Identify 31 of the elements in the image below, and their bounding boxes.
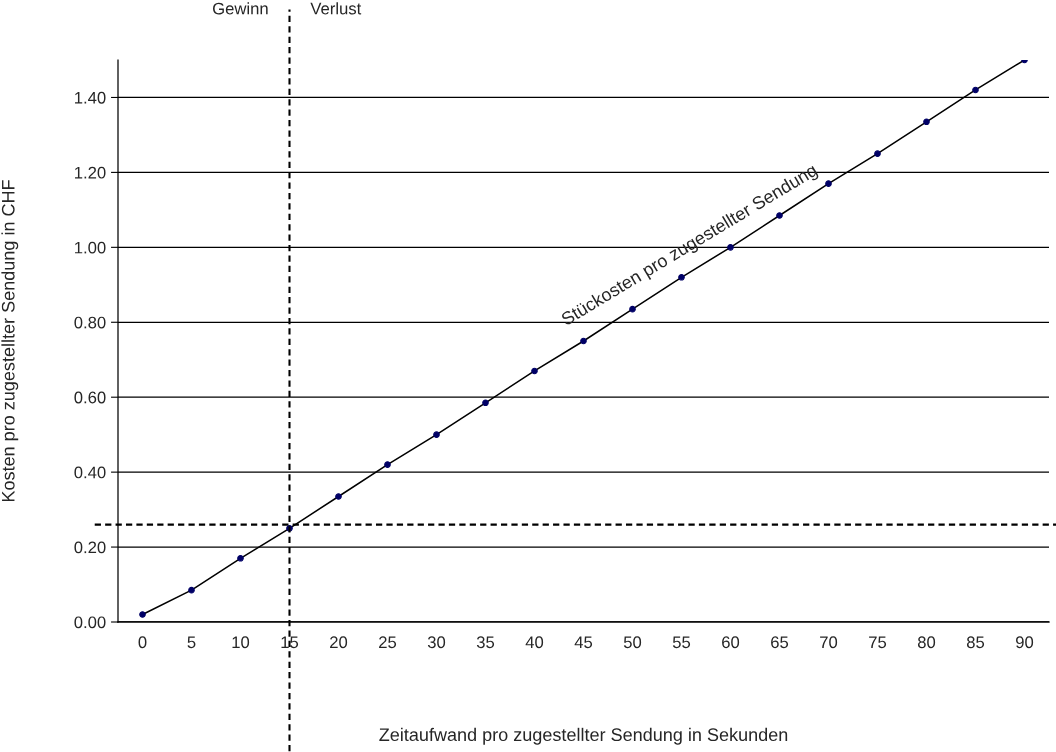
x-tick-label: 60 [722, 636, 740, 649]
x-tick-label: 50 [623, 636, 642, 649]
y-tick-label: 0.40 [74, 466, 106, 479]
x-tick-label: 20 [330, 636, 348, 649]
x-tick-label: 10 [232, 636, 250, 649]
x-tick-label: 35 [476, 636, 495, 649]
text: Verlust [310, 2, 362, 15]
x-tick-label: 70 [820, 636, 838, 649]
x-axis-title: Zeitaufwand pro zugestellter Sendung in Sekunden [379, 727, 788, 745]
x-tick-label: 5 [187, 636, 196, 649]
x-tick-label: 85 [966, 636, 985, 649]
x-tick-label: 55 [672, 636, 691, 649]
y-tick-label: 1.20 [75, 166, 106, 179]
x-tick-label: 30 [427, 636, 446, 649]
y-tick-label: 0.20 [74, 541, 106, 554]
x-tick-label: 15 [281, 636, 299, 649]
y-axis-title: Kosten pro zugestellter Sendung in CHF [1, 180, 19, 502]
x-tick-label: 90 [1016, 636, 1034, 649]
x-tick-label: 65 [771, 636, 789, 649]
x-tick-label: 75 [869, 636, 887, 649]
x-tick-label: 45 [574, 636, 593, 649]
y-tick-label: 1.40 [75, 91, 106, 104]
x-tick-label: 0 [138, 636, 147, 649]
x-tick-label: 80 [917, 636, 936, 649]
y-tick-label: 0.60 [74, 391, 106, 404]
y-tick-label: 0.00 [74, 616, 106, 629]
y-tick-label: 0.80 [74, 316, 106, 329]
x-tick-label: 40 [525, 636, 544, 649]
text: Gewinn [213, 2, 268, 15]
y-tick-label: 1.00 [75, 241, 106, 254]
x-tick-label: 25 [379, 636, 397, 649]
